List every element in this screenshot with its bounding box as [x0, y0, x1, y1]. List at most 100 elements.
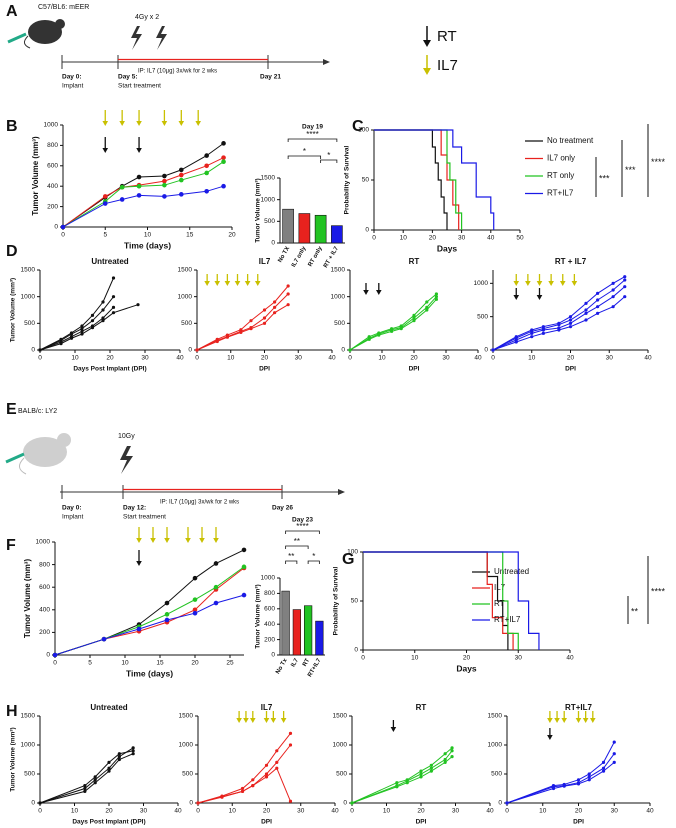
y-tick-label: 500 [24, 771, 35, 778]
data-point [264, 775, 269, 779]
panel-label: H [6, 703, 18, 720]
x-tick-label: 20 [463, 655, 471, 662]
x-axis-label: Days [456, 663, 477, 673]
legend-il7: IL7 [437, 57, 458, 74]
data-point [514, 336, 518, 340]
data-point [221, 159, 226, 165]
x-tick-label: 20 [228, 232, 236, 239]
series-line [492, 276, 625, 351]
y-tick-label: 500 [477, 313, 488, 320]
data-point [405, 781, 409, 785]
day-label: Day 5: [118, 74, 138, 81]
x-tick-label: IL7 [290, 657, 300, 668]
treatment-arrow-head [559, 281, 566, 286]
data-point [348, 348, 352, 352]
data-point [80, 327, 84, 331]
data-point [611, 281, 615, 285]
y-tick-label: 800 [47, 142, 58, 149]
panel-label: C [352, 118, 364, 135]
data-point [111, 276, 116, 280]
data-point [412, 313, 416, 317]
x-tick-label: 10 [539, 808, 547, 815]
x-tick-label: 30 [515, 655, 523, 662]
chart-title: IL7 [261, 703, 273, 712]
treatment-arrow-head [536, 295, 543, 300]
survival-curve [374, 129, 495, 230]
data-point [59, 342, 63, 346]
data-point [251, 778, 255, 782]
timeline-arrow [338, 489, 345, 495]
significance-label: **** [296, 522, 308, 531]
treatment-arrow-head [263, 718, 270, 723]
x-tick-label: 30 [458, 235, 466, 242]
data-point [587, 778, 591, 782]
data-point [192, 597, 198, 602]
treatment-arrow-head [280, 718, 287, 723]
data-point [196, 801, 200, 805]
mouse-icon [57, 433, 71, 447]
series-line [492, 286, 626, 351]
x-tick-label: 5 [88, 660, 92, 667]
data-point [221, 141, 226, 146]
treatment-arrow-head [561, 718, 567, 723]
data-point [162, 182, 167, 188]
data-point [429, 769, 433, 773]
data-point [111, 305, 116, 309]
data-point [288, 731, 293, 736]
data-point [101, 316, 105, 320]
data-point [611, 305, 615, 309]
treatment-arrow-head [590, 718, 596, 723]
data-point [505, 801, 509, 805]
strain: BALB/c: LY2 [18, 408, 57, 415]
data-point [69, 336, 74, 340]
x-tick-label: 40 [328, 355, 336, 362]
x-tick-label: 30 [141, 355, 149, 362]
x-tick-label: 0 [53, 660, 57, 667]
series-line [62, 157, 224, 228]
data-point [162, 194, 167, 199]
chart-title: RT+IL7 [565, 703, 592, 712]
legend-label: RT only [547, 171, 574, 180]
data-point [83, 784, 87, 788]
chart-title: RT + IL7 [555, 257, 587, 266]
data-point [93, 781, 97, 785]
treatment-arrow-head [136, 538, 142, 543]
data-point [262, 321, 267, 325]
data-point [90, 313, 95, 317]
data-point [611, 295, 615, 299]
x-tick-label: 20 [410, 355, 418, 362]
series-line [39, 277, 114, 351]
significance-label: **** [651, 586, 666, 596]
y-tick-label: 0 [343, 800, 347, 807]
data-point [587, 772, 591, 776]
chart-title: RT [409, 257, 420, 266]
data-point [213, 561, 219, 566]
treatment-arrow-head [213, 538, 219, 543]
series-line [62, 185, 224, 228]
data-point [117, 752, 121, 756]
data-point [90, 319, 95, 323]
data-point [601, 760, 606, 765]
series-line [39, 747, 134, 804]
x-tick-label: 15 [186, 232, 194, 239]
panel-label: E [6, 401, 17, 418]
data-point [425, 308, 429, 312]
y-tick-label: 400 [47, 183, 58, 190]
x-tick-label: 40 [474, 355, 482, 362]
data-point [443, 760, 447, 765]
series-line [54, 567, 245, 656]
treatment-arrow-head [243, 718, 249, 723]
data-point [60, 224, 66, 230]
data-point [275, 760, 279, 765]
y-tick-label: 600 [47, 163, 58, 170]
data-point [192, 607, 198, 613]
y-tick-label: 100 [358, 127, 369, 134]
data-point [288, 799, 293, 803]
x-tick-label: 40 [566, 655, 574, 662]
data-point [131, 746, 135, 750]
y-axis-label: Tumor Volume (mm³) [23, 559, 32, 639]
significance-bracket [307, 560, 320, 564]
syringe [7, 32, 27, 44]
data-point [69, 331, 74, 335]
chart-title: IL7 [259, 257, 271, 266]
